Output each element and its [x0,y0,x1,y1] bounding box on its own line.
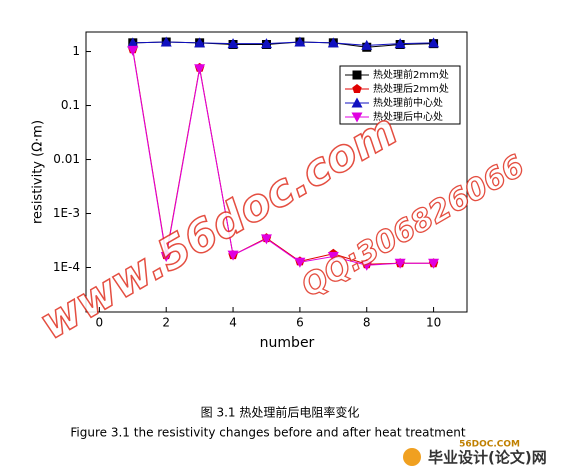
caption-english: Figure 3.1 the resistivity changes befor… [70,426,465,440]
legend-label: 热处理前中心处 [373,96,443,109]
marker [294,257,306,268]
logo-icon [403,448,421,466]
marker [361,260,373,271]
series-line [132,50,434,266]
y-tick-label: 0.01 [53,152,80,166]
x-tick-label: 6 [296,316,304,330]
marker [327,251,339,262]
x-tick-label: 10 [426,316,441,330]
marker [260,234,272,245]
logo-name: 毕业设计(论文)网 [428,449,547,467]
x-tick-label: 2 [162,316,170,330]
legend-marker [352,84,362,94]
plot-frame [85,31,468,313]
marker [127,37,139,48]
y-axis-label: resistivity (Ω·m) [31,120,46,224]
legend-label: 热处理后中心处 [373,110,443,123]
marker [127,45,139,56]
y-tick-label: 1E-4 [53,260,80,274]
x-tick-label: 4 [229,316,237,330]
marker [428,37,440,48]
marker [194,64,206,75]
marker [394,258,406,269]
legend-marker [351,97,363,108]
marker [194,37,206,48]
legend-marker [352,70,362,80]
marker [361,39,373,50]
marker [260,38,272,49]
marker [428,258,440,269]
y-tick-label: 0.1 [61,98,80,112]
x-tick-label: 8 [363,316,371,330]
marker [227,250,239,261]
marker [294,36,306,47]
y-tick-label: 1E-3 [53,206,80,220]
watermark-site: www.56doc.com [31,104,406,350]
series-line [132,41,434,46]
legend-marker [351,112,363,123]
plot-area: 0 2 4 6 8 10 1 0.1 0.01 1E-3 1E-4 [53,36,441,330]
logo-domain: 56DOC.COM [459,440,520,450]
x-tick-label: 0 [96,316,104,330]
y-tick-label: 1 [72,44,80,58]
marker [160,36,172,47]
marker [227,38,239,49]
legend-label: 热处理后2mm处 [373,82,449,95]
x-axis-label: number [260,335,315,351]
legend-label: 热处理前2mm处 [373,68,449,81]
marker [394,38,406,49]
marker [327,37,339,48]
marker [160,251,172,262]
caption-chinese: 图 3.1 热处理前后电阻率变化 [201,405,360,420]
